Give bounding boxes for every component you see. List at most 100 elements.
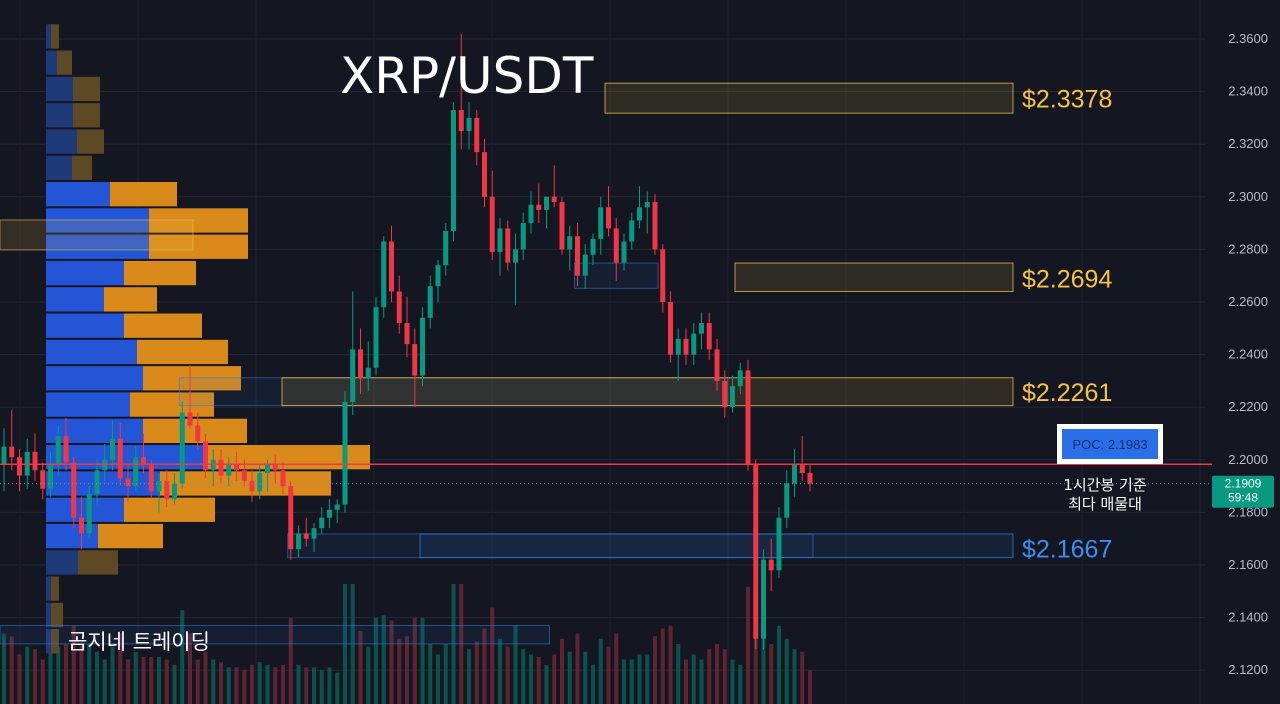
candle-body: [40, 470, 46, 489]
volume-bar: [784, 638, 789, 704]
volume-bar: [505, 646, 510, 704]
candle-body: [164, 480, 170, 500]
volume-bar: [513, 625, 518, 704]
candle-body: [598, 207, 604, 239]
vp-down-bar: [124, 313, 202, 338]
volume-bar: [428, 644, 433, 704]
candle-body: [373, 307, 379, 368]
volume-bar: [482, 628, 487, 704]
candle-body: [551, 196, 557, 203]
level-price-label: $2.3378: [1022, 85, 1112, 113]
poc-note-line-2: 최다 매물대: [1068, 495, 1142, 513]
volume-bar: [405, 636, 409, 704]
candle-body: [234, 465, 239, 471]
poc-badge[interactable]: POC: 2.1983: [1057, 424, 1163, 464]
y-tick-label: 2.1400: [1228, 610, 1268, 625]
last-price-badge: 2.1909 59:48: [1212, 475, 1274, 508]
candle-body: [621, 241, 627, 263]
volume-bar: [374, 618, 378, 704]
candle-body: [303, 533, 309, 539]
candle-body: [148, 465, 154, 492]
candle-body: [125, 478, 131, 487]
candle-body: [9, 446, 15, 458]
y-tick-label: 2.1200: [1228, 662, 1268, 677]
volume-bar: [637, 654, 642, 704]
volume-bar: [141, 657, 146, 704]
candle-body: [668, 302, 673, 355]
volume-bar: [242, 670, 247, 704]
candle-body: [776, 517, 782, 571]
candle-body: [443, 230, 449, 266]
candle-body: [660, 249, 666, 302]
candle-body: [32, 451, 38, 471]
volume-bar: [381, 615, 386, 704]
candle-body: [559, 202, 565, 250]
candle-body: [792, 465, 797, 484]
price-zones: [0, 82, 1014, 645]
candle-body: [567, 236, 573, 250]
vp-up-bar: [46, 155, 72, 181]
vp-down-bar: [104, 287, 157, 312]
volume-bar: [389, 620, 394, 704]
volume-bar: [64, 644, 68, 704]
candle-body: [358, 349, 363, 379]
candle-body: [737, 370, 743, 387]
range-box: [0, 624, 550, 645]
candle-body: [683, 338, 689, 355]
vp-down-bar: [124, 260, 196, 286]
candle-body: [381, 241, 387, 308]
candle-body: [319, 517, 325, 529]
candle-body: [241, 470, 247, 481]
watermark-text: 곰지네 트레이딩: [68, 630, 210, 654]
last-price-value: 2.1909: [1225, 477, 1262, 491]
candle-body: [288, 486, 294, 550]
vp-up-bar: [46, 234, 149, 259]
volume-bar: [521, 649, 526, 704]
poc-note-line-1: 1시간봉 기준: [1063, 476, 1147, 494]
vp-up-bar: [46, 208, 149, 233]
volume-bar: [761, 597, 766, 704]
volume-bar: [722, 649, 727, 704]
volume-bar: [226, 667, 231, 704]
vp-down-bar: [73, 76, 100, 102]
candle-body: [582, 254, 588, 276]
candle-body: [590, 238, 596, 255]
candle-body: [311, 528, 317, 539]
vp-down-bar: [130, 392, 214, 417]
y-tick-label: 2.1800: [1228, 504, 1268, 519]
candle-body: [117, 438, 123, 479]
candle-body: [714, 349, 720, 381]
candle-body: [404, 323, 410, 345]
candle-body: [249, 480, 255, 492]
volume-bar: [133, 651, 138, 704]
candle-body: [644, 202, 650, 208]
vp-down-bar: [143, 418, 247, 444]
candle-body: [474, 117, 480, 153]
level-zone: [281, 377, 1014, 407]
candle-body: [110, 438, 115, 460]
volume-bar: [188, 633, 192, 704]
candle-body: [156, 480, 162, 492]
vp-down-bar: [98, 523, 163, 549]
candle-body: [613, 228, 619, 263]
volume-bar: [2, 633, 6, 704]
volume-bar: [25, 646, 30, 704]
volume-bar: [9, 636, 14, 704]
vp-down-bar: [73, 103, 100, 128]
candle-body: [203, 441, 208, 471]
vp-up-bar: [46, 550, 78, 575]
vp-down-bar: [51, 24, 59, 49]
volume-bar: [606, 646, 611, 704]
volume-bar: [203, 651, 208, 704]
volume-bar: [645, 654, 650, 704]
candle-body: [451, 110, 456, 231]
vp-up-bar: [46, 50, 57, 75]
candle-body: [334, 504, 340, 510]
candle-body: [520, 223, 526, 250]
candle-body: [699, 323, 704, 334]
y-axis: 2.3600 2.3400 2.3200 2.3000 2.2800 2.2600 2.24…: [1228, 31, 1268, 677]
volume-bar: [102, 659, 107, 704]
candle-body: [768, 559, 774, 571]
volume-bar: [366, 646, 371, 704]
volume-bar: [40, 659, 45, 704]
